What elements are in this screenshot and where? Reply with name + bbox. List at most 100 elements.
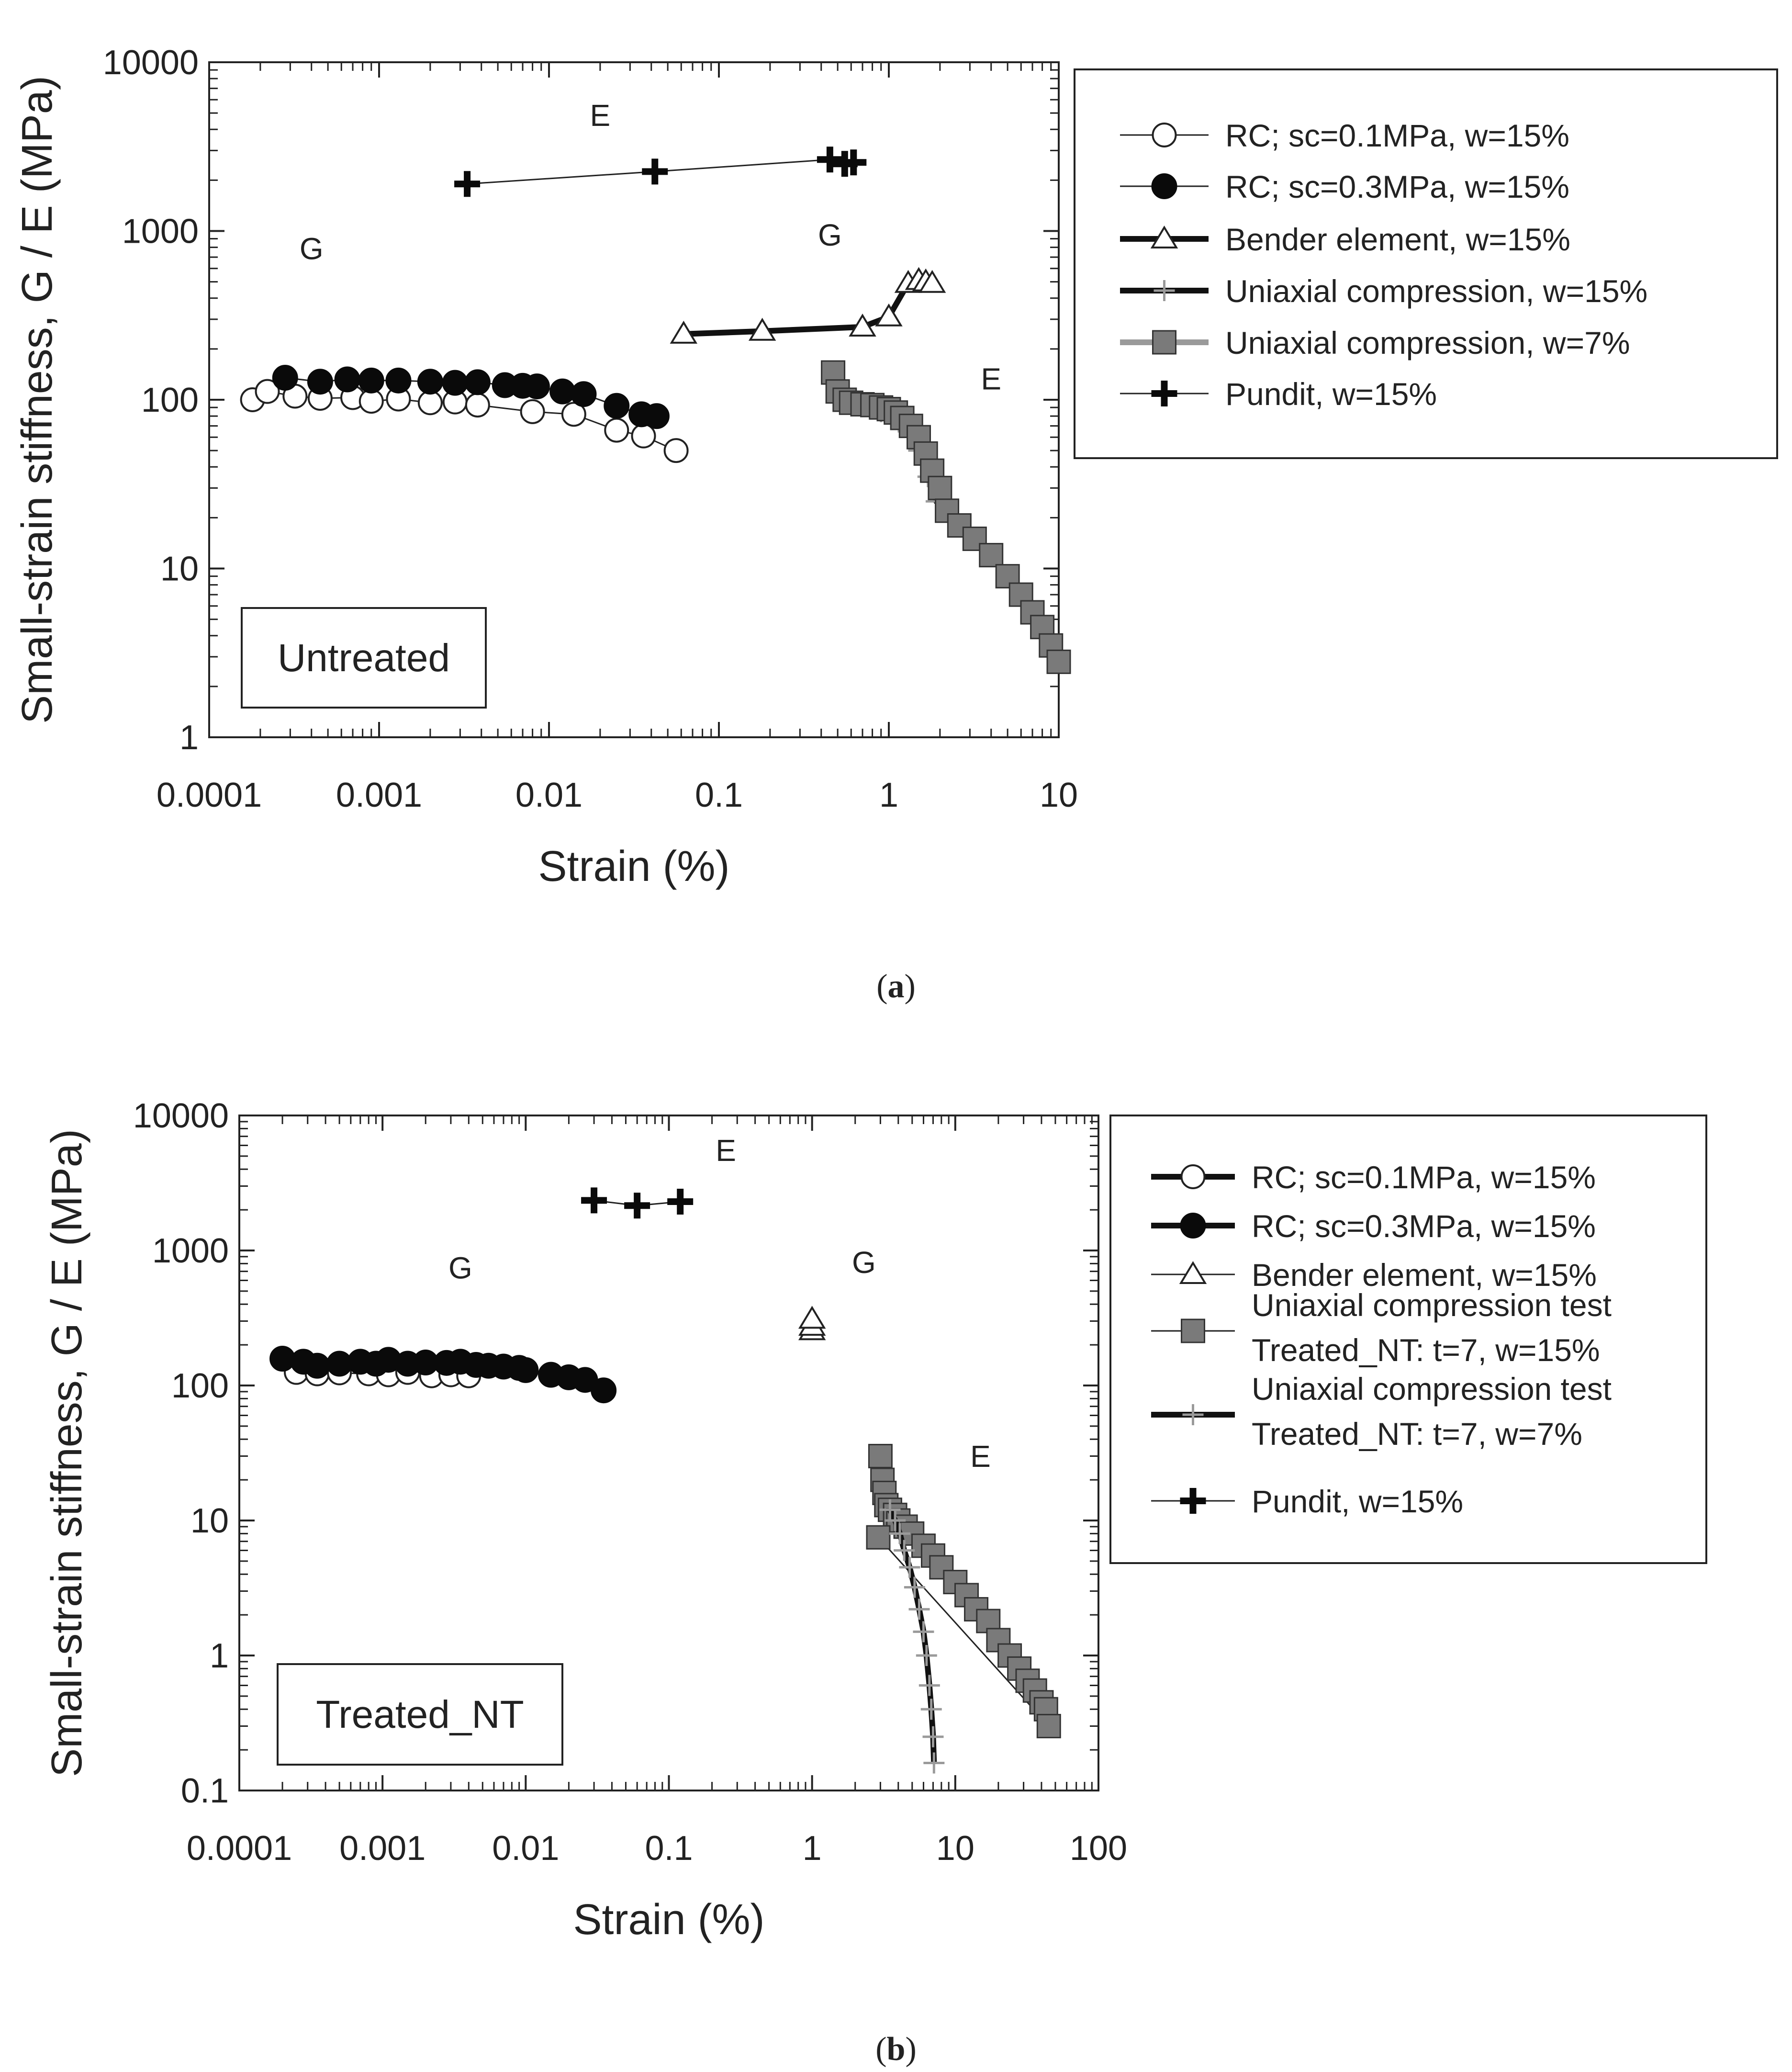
annotation-label: E [716,1133,736,1168]
series-4 [879,1499,945,1774]
legend-label: RC; sc=0.1MPa, w=15% [1252,1160,1596,1195]
data-point [1046,649,1071,674]
chart-panel-a: 0.0001 0.001 0.01 0.1 1 10 1 10 100 1000 10000 Stra… [13,44,1778,1005]
data-point [417,390,443,416]
data-point [979,543,1004,568]
y-tick-label: 10 [190,1502,229,1540]
data-point [923,1752,945,1774]
series-4 [821,360,1071,674]
data-point [417,369,443,395]
annotation-label: E [970,1439,991,1474]
legend-marker [1182,1404,1204,1425]
annotation-label: G [300,232,324,266]
legend-item: RC; sc=0.3MPa, w=15% [1151,1208,1596,1244]
series-5 [581,1187,694,1219]
data-point [817,146,843,173]
annotation-label: E [981,362,1001,396]
annotation-label: E [590,98,611,133]
x-tick-label: 0.001 [336,776,422,814]
x-tick-label: 0.1 [695,776,743,814]
legend-label: Uniaxial compression test [1252,1287,1612,1323]
caption-letter: a [888,968,905,1005]
legend-marker [1151,173,1177,199]
legend-label-line2: Treated_NT: t=7, w=15% [1252,1332,1600,1368]
legend-marker [1180,1488,1206,1514]
data-point [304,1352,330,1379]
legend-item: RC; sc=0.3MPa, w=15% [1120,169,1569,204]
data-point [928,475,952,500]
data-point [571,381,597,407]
x-axis-label: Strain (%) [573,1896,764,1944]
data-point [849,314,876,337]
annotation-label: G [818,218,842,252]
x-tick-label: 100 [1070,1829,1127,1868]
data-point [913,1621,934,1643]
legend-item: Pundit, w=15% [1151,1484,1463,1519]
y-tick-label: 1 [210,1637,229,1675]
legend-marker [1151,381,1177,406]
data-point [465,393,490,418]
legend-marker [1154,280,1175,301]
legend-label: Bender element, w=15% [1225,222,1570,257]
data-point [307,369,333,395]
x-tick-label: 1 [803,1829,822,1868]
data-point [916,1645,937,1666]
x-tick-label: 1 [879,776,898,814]
legend-marker [1152,123,1177,147]
legend-marker [1181,1318,1205,1343]
data-point [798,1306,826,1329]
data-point [899,1556,920,1578]
data-point [885,1510,906,1531]
condition-label: Untreated [278,636,450,680]
chart-panel-b: 0.0001 0.001 0.01 0.1 1 10 100 0.1 1 10 100 1000 100… [43,1097,1707,2068]
data-point [513,1357,539,1383]
y-tick-label: 1000 [122,213,199,251]
data-point [868,1443,893,1468]
legend-label: RC; sc=0.3MPa, w=15% [1252,1208,1596,1244]
legend-label-line2: Treated_NT: t=7, w=7% [1252,1416,1582,1452]
legend-marker [1179,1261,1207,1284]
legend: RC; sc=0.1MPa, w=15% RC; sc=0.3MPa, w=15%… [1109,1115,1707,1564]
y-tick-label: 100 [141,381,199,419]
data-point [748,317,776,341]
data-point [272,365,298,391]
x-tick-label: 10 [936,1829,974,1868]
legend: RC; sc=0.1MPa, w=15% RC; sc=0.3MPa, w=15%… [1074,68,1778,459]
x-tick-label: 0.01 [492,1829,559,1868]
data-point [1036,1713,1061,1738]
caption-close: ) [905,968,916,1005]
y-tick-label: 0.1 [181,1772,229,1810]
data-point [385,367,412,394]
legend-item: Bender element, w=15% [1120,222,1570,257]
minor-ticks [239,1115,1098,1790]
legend-label: Pundit, w=15% [1252,1484,1463,1519]
condition-box [277,1663,563,1766]
data-point [643,403,670,429]
x-tick-label: 0.1 [645,1829,693,1868]
legend-label: RC; sc=0.3MPa, w=15% [1225,169,1569,204]
legend-item: Uniaxial compression, w=7% [1120,325,1630,360]
data-point [591,1377,617,1404]
x-tick-label: 0.001 [339,1829,426,1868]
series-5 [454,146,867,197]
series-3 [866,1443,1061,1738]
caption-close: ) [905,2031,916,2068]
legend-label: Uniaxial compression test [1252,1371,1612,1407]
legend-frame [1109,1115,1707,1564]
legend-label: Bender element, w=15% [1252,1257,1597,1293]
legend-marker [1180,1213,1206,1239]
legend-item: Pundit, w=15% [1120,376,1437,412]
data-point [624,1193,650,1219]
legend-item: RC; sc=0.1MPa, w=15% [1120,118,1569,153]
legend-marker [1150,225,1178,248]
legend-item: RC; sc=0.1MPa, w=15% [1151,1160,1596,1195]
y-tick-label: 100 [171,1367,229,1405]
data-point [904,1577,925,1598]
y-tick-label: 1000 [152,1232,229,1270]
legend-item: Bender element, w=15% [1151,1257,1597,1293]
x-tick-label: 0.0001 [157,776,262,814]
data-point [604,417,629,443]
data-point [663,438,689,463]
caption-open: ( [876,968,887,1005]
data-point [642,158,668,185]
